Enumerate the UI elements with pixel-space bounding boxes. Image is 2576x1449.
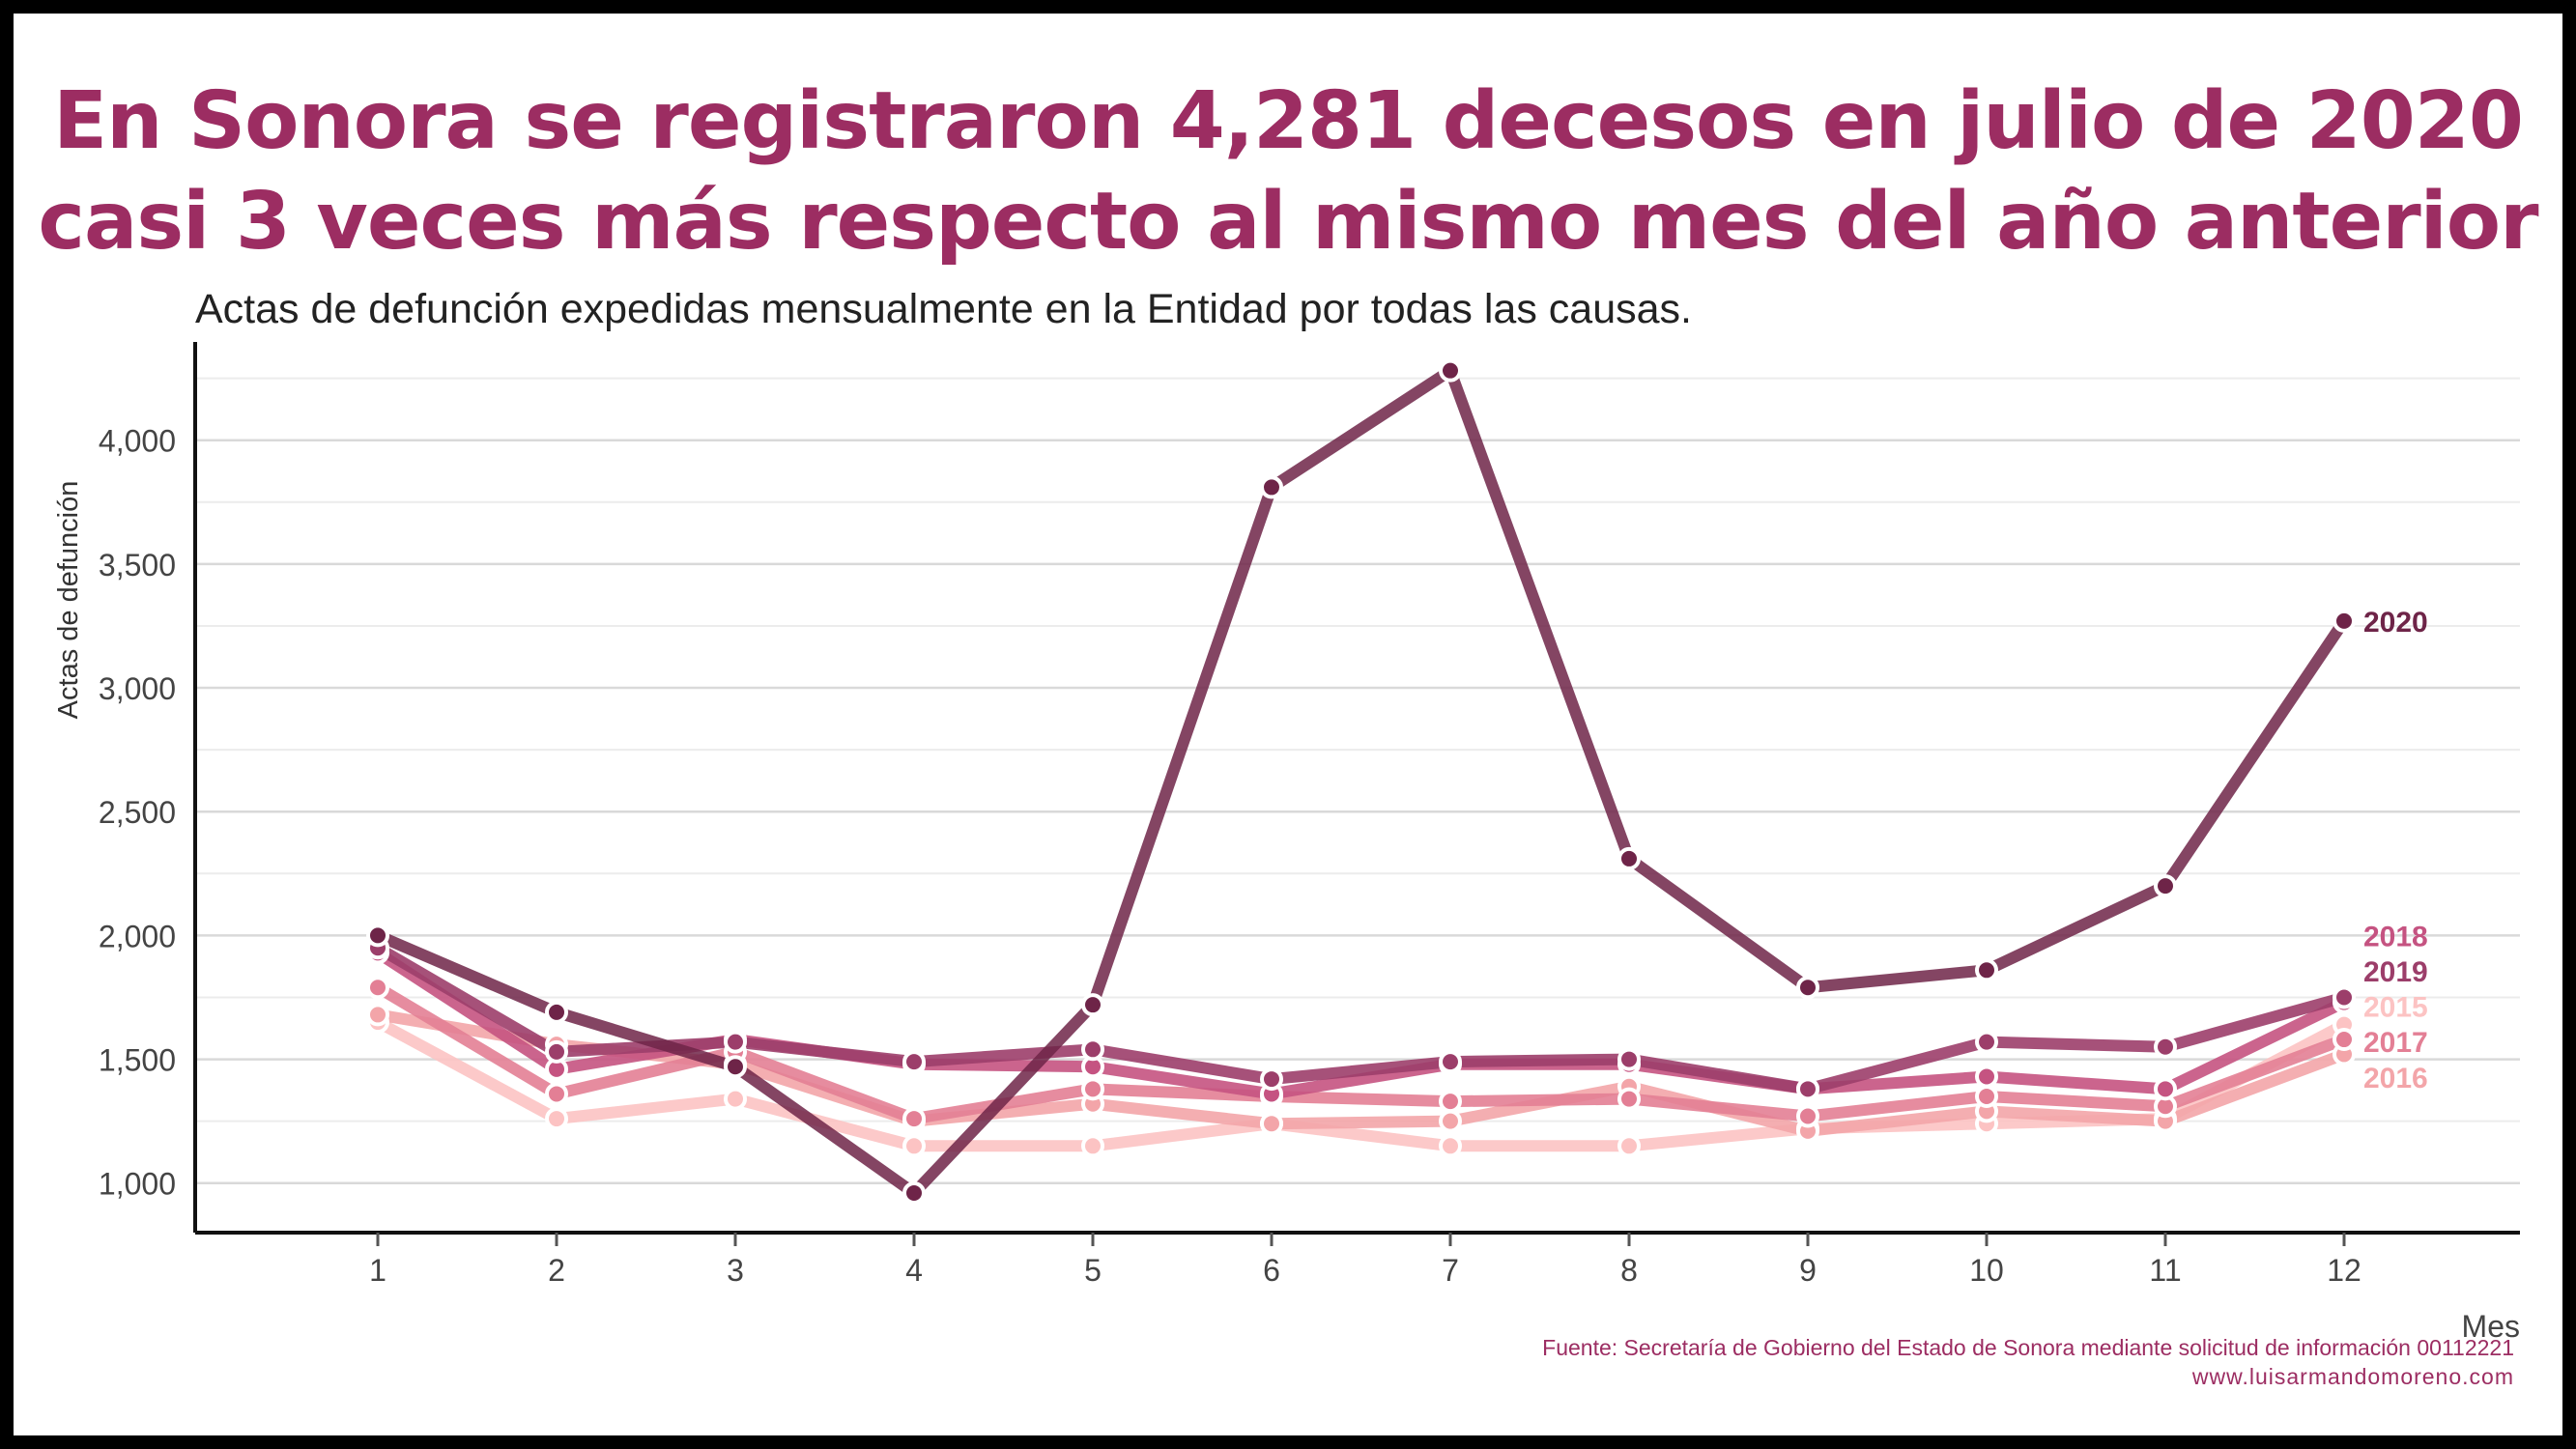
series-line-2015 (372, 1016, 2350, 1152)
y-tick-label: 2,000 (99, 919, 176, 953)
x-tick-label: 8 (1620, 1253, 1638, 1288)
x-tick-label: 12 (2327, 1253, 2361, 1288)
x-axis-label: Mes (2462, 1309, 2520, 1344)
series-label-2018: 2018 (2363, 921, 2428, 952)
data-point-2015 (1439, 1134, 1462, 1158)
data-point-2019 (1796, 1077, 1819, 1101)
data-point-2019 (1975, 1030, 1998, 1054)
y-tick-label: 1,000 (99, 1167, 176, 1202)
data-point-2017 (2333, 1028, 2356, 1052)
series-label-2015: 2015 (2363, 991, 2428, 1023)
data-point-2019 (1081, 1037, 1104, 1062)
data-point-2015 (545, 1107, 568, 1131)
data-point-2019 (1439, 1050, 1462, 1074)
data-point-2017 (545, 1082, 568, 1106)
x-tick-label: 2 (548, 1253, 565, 1288)
series-line-2019 (372, 942, 2350, 1095)
x-tick-label: 4 (905, 1253, 923, 1288)
data-point-2020 (724, 1055, 747, 1079)
x-tick-label: 5 (1084, 1253, 1102, 1288)
data-point-2016 (1260, 1112, 1283, 1136)
x-tick-label: 11 (2149, 1253, 2181, 1288)
data-point-2020 (545, 1000, 568, 1024)
x-tick-label: 9 (1799, 1253, 1817, 1288)
data-point-2020 (902, 1180, 926, 1205)
y-tick-label: 1,500 (99, 1043, 176, 1078)
x-tick-label: 6 (1263, 1253, 1280, 1288)
x-tick-label: 10 (1969, 1253, 2004, 1288)
data-point-2020 (1439, 358, 1462, 383)
data-point-2015 (1081, 1134, 1104, 1158)
data-point-2017 (1796, 1104, 1819, 1128)
data-point-2020 (366, 923, 389, 948)
chart-title-line-2: casi 3 veces más respecto al mismo mes d… (38, 176, 2538, 268)
data-point-2020 (1617, 846, 1641, 870)
data-point-2015 (1617, 1134, 1641, 1158)
data-point-2018 (1975, 1065, 1998, 1089)
data-point-2020 (2154, 874, 2177, 898)
series-label-2019: 2019 (2363, 956, 2428, 988)
y-tick-label: 3,000 (99, 671, 176, 706)
chart-subtitle: Actas de defunción expedidas mensualment… (195, 286, 1692, 332)
series-label-2016: 2016 (2363, 1063, 2428, 1094)
data-point-2020 (1796, 976, 1819, 1000)
x-tick-label: 1 (369, 1253, 386, 1288)
data-point-2017 (1617, 1087, 1641, 1111)
data-point-2019 (902, 1050, 926, 1074)
y-tick-label: 2,500 (99, 795, 176, 830)
data-point-2015 (902, 1134, 926, 1158)
y-tick-label: 4,000 (99, 424, 176, 459)
data-point-2019 (2333, 985, 2356, 1009)
data-point-2017 (1081, 1077, 1104, 1101)
data-point-2018 (2154, 1077, 2177, 1101)
y-tick-label: 3,500 (99, 548, 176, 582)
data-point-2017 (902, 1107, 926, 1131)
x-tick-label: 3 (727, 1253, 744, 1288)
data-point-2020 (2333, 609, 2356, 633)
source-text: Fuente: Secretaría de Gobierno del Estad… (1542, 1335, 2514, 1360)
data-point-2019 (545, 1039, 568, 1064)
data-point-2020 (1975, 958, 1998, 982)
data-point-2019 (1617, 1047, 1641, 1071)
data-point-2016 (1439, 1109, 1462, 1133)
data-point-2015 (724, 1087, 747, 1111)
chart-frame: En Sonora se registraron 4,281 decesos e… (14, 14, 2562, 1435)
data-point-2017 (1975, 1085, 1998, 1109)
chart-title: En Sonora se registraron 4,281 decesos e… (14, 71, 2562, 272)
series-label-2020: 2020 (2363, 607, 2428, 639)
series-label-2017: 2017 (2363, 1027, 2428, 1059)
website-text: www.luisarmandomoreno.com (2191, 1364, 2514, 1389)
series-line-2020 (372, 364, 2350, 1199)
data-point-2017 (1439, 1090, 1462, 1114)
data-point-2019 (1260, 1067, 1283, 1092)
chart-title-line-1: En Sonora se registraron 4,281 decesos e… (53, 75, 2524, 167)
data-point-2020 (1260, 475, 1283, 499)
data-point-2019 (724, 1030, 747, 1054)
source-note: Fuente: Secretaría de Gobierno del Estad… (1542, 1333, 2514, 1391)
data-point-2019 (2154, 1035, 2177, 1059)
y-axis-label: Actas de defunción (53, 481, 84, 720)
data-point-2020 (1081, 993, 1104, 1017)
data-point-2016 (366, 1003, 389, 1027)
data-point-2017 (366, 976, 389, 1000)
x-tick-label: 7 (1442, 1253, 1459, 1288)
